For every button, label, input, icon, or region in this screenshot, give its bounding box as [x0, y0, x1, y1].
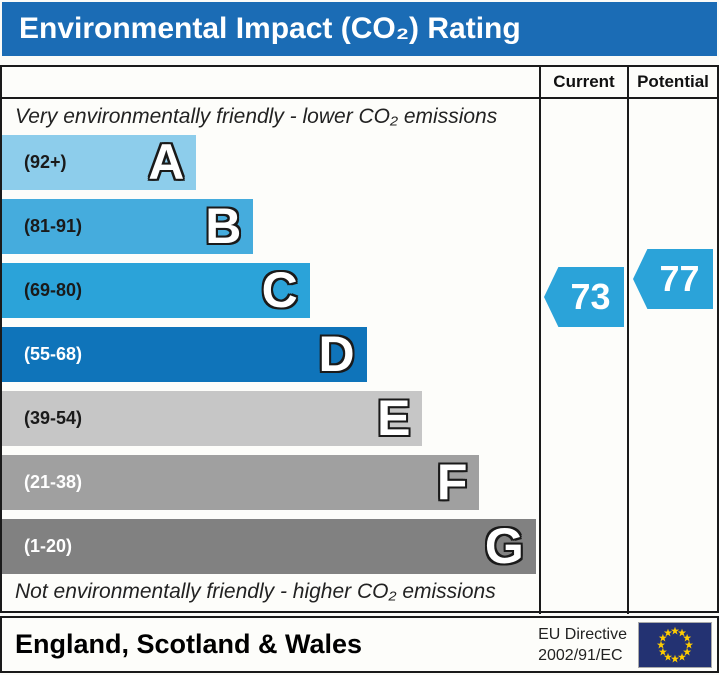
- bottom-note: Not environmentally friendly - higher CO…: [15, 580, 496, 603]
- potential-header-label: Potential: [637, 72, 709, 91]
- current-column: 73: [539, 99, 627, 614]
- potential-score-arrow: 77: [633, 249, 713, 309]
- band-bar-g: (1-20) G: [2, 519, 536, 574]
- band-letter: A: [148, 134, 185, 190]
- band-range-label: (21-38): [24, 472, 83, 492]
- footer-right: EU Directive 2002/91/EC: [538, 621, 717, 668]
- band-bar-d: (55-68) D: [2, 327, 367, 382]
- band-bar-a: (92+) A: [2, 134, 197, 190]
- band-range-label: (55-68): [24, 344, 83, 364]
- band-row: (69-80) C: [2, 263, 539, 318]
- current-score-arrow: 73: [544, 267, 624, 327]
- band-range-label: (81-91): [24, 216, 83, 236]
- header-current: Current: [539, 67, 627, 99]
- band-range-label: (39-54): [24, 408, 83, 428]
- band-range-label: (69-80): [24, 280, 83, 300]
- band-row: (21-38) F: [2, 455, 539, 510]
- band-bar-b: (81-91) B: [2, 198, 254, 254]
- band-row: (81-91) B: [2, 199, 539, 254]
- potential-column: 77: [627, 99, 717, 614]
- band-range-label: (1-20): [24, 536, 73, 556]
- current-header-label: Current: [553, 72, 615, 91]
- header-spacer: [2, 67, 539, 99]
- band-letter: B: [205, 198, 242, 254]
- band-letter: F: [436, 454, 468, 510]
- band-letter: D: [318, 326, 355, 382]
- chart-title-bar: Environmental Impact (CO₂) Rating: [2, 2, 717, 56]
- eu-flag-icon: [638, 621, 712, 668]
- band-bar-e: (39-54) E: [2, 390, 423, 446]
- eu-directive-line2: 2002/91/EC: [538, 646, 623, 664]
- rating-table: Current Potential Very environmentally f…: [0, 65, 719, 614]
- chart-title: Environmental Impact (CO₂) Rating: [19, 12, 521, 45]
- band-bar-c: (69-80) C: [2, 263, 310, 318]
- band-row: (55-68) D: [2, 327, 539, 382]
- band-row: (92+) A: [2, 135, 539, 190]
- eu-directive-label: EU Directive 2002/91/EC: [538, 624, 627, 666]
- band-row: (1-20) G: [2, 519, 539, 574]
- band-row: (39-54) E: [2, 391, 539, 446]
- eu-directive-line1: EU Directive: [538, 625, 627, 643]
- band-range-label: (92+): [24, 152, 67, 172]
- band-bar-f: (21-38) F: [2, 454, 480, 510]
- bands: (92+) A (81-91) B (69-80) C (55-68) D (39-54) E (2…: [2, 135, 539, 574]
- header-potential: Potential: [627, 67, 717, 99]
- footer: England, Scotland & Wales EU Directive 2…: [0, 616, 719, 673]
- band-letter: E: [377, 390, 411, 446]
- current-score-value: 73: [570, 276, 611, 317]
- top-note: Very environmentally friendly - lower CO…: [15, 105, 498, 128]
- potential-score-value: 77: [659, 258, 700, 299]
- band-letter: C: [261, 262, 298, 318]
- bands-area: Very environmentally friendly - lower CO…: [2, 99, 539, 614]
- band-letter: G: [484, 518, 524, 574]
- region-label: England, Scotland & Wales: [15, 629, 363, 659]
